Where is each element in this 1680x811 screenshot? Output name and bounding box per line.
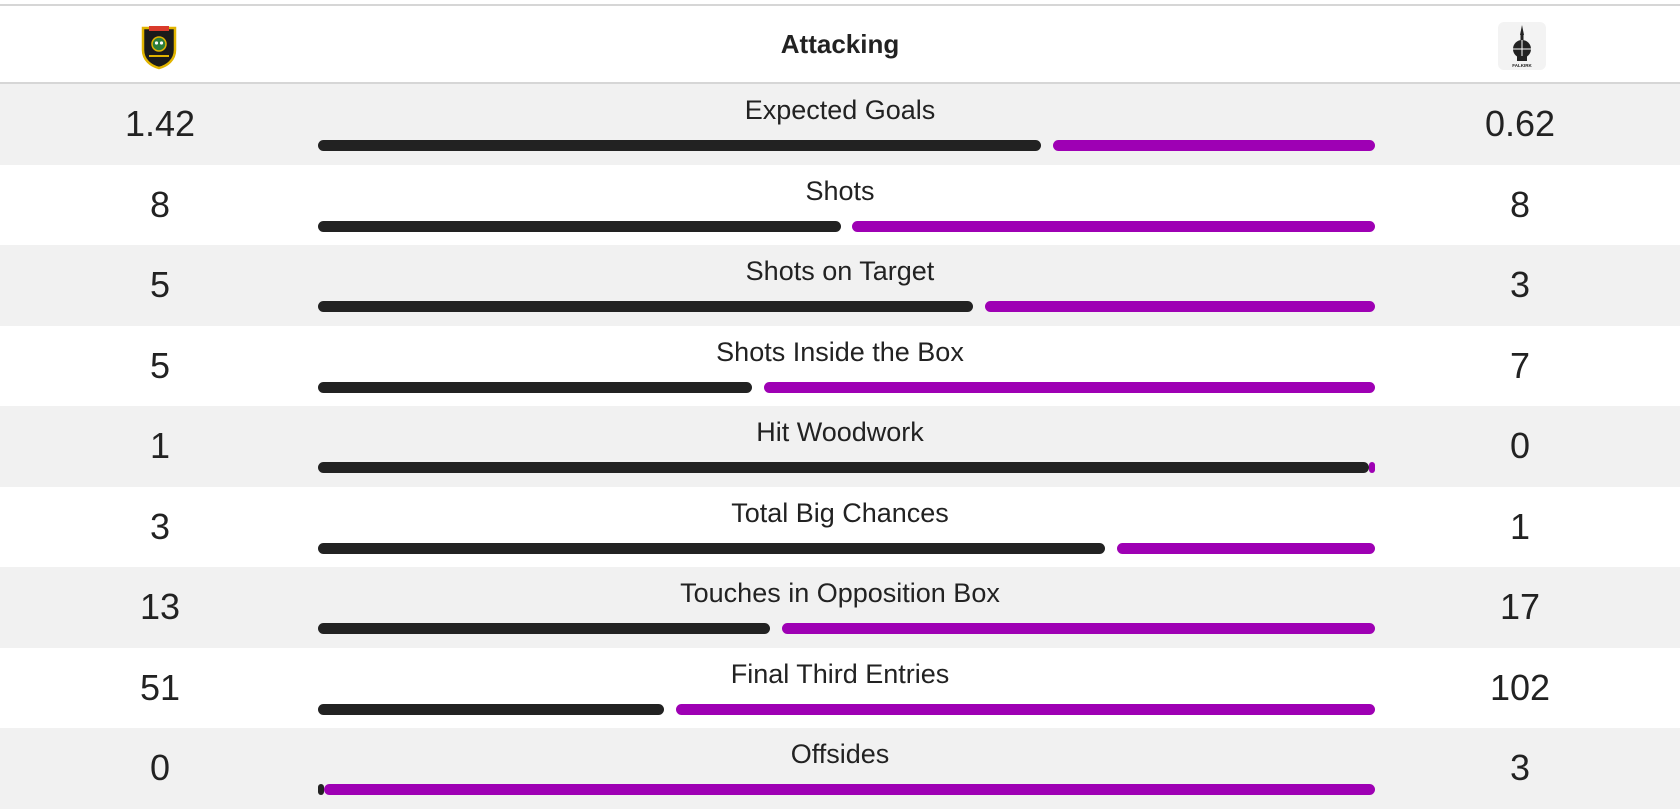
home-bar-segment xyxy=(318,301,973,312)
home-stat-value: 5 xyxy=(149,344,171,386)
stat-row: 0 Offsides 3 xyxy=(0,728,1680,809)
stat-row: 5 Shots Inside the Box 7 xyxy=(0,326,1680,407)
stat-label: Touches in Opposition Box xyxy=(680,578,1000,608)
stat-row: 8 Shots 8 xyxy=(0,165,1680,246)
home-stat-value: 1 xyxy=(149,425,171,466)
away-bar-segment xyxy=(852,220,1375,232)
comparison-bar xyxy=(318,703,1375,715)
stat-row: 1.42 Expected Goals 0.62 xyxy=(0,84,1680,165)
home-bar-segment xyxy=(318,542,1105,554)
home-club-crest-icon[interactable] xyxy=(135,22,183,70)
home-bar-segment xyxy=(318,220,841,232)
stat-row: 3 Total Big Chances 1 xyxy=(0,487,1680,568)
away-bar-segment xyxy=(324,784,1375,795)
stats-list: 1.42 Expected Goals 0.62 8 Shots 8 5 Shots on T… xyxy=(0,84,1680,809)
section-title: Attacking xyxy=(780,29,900,59)
stat-row: 1 Hit Woodwork 0 xyxy=(0,406,1680,487)
comparison-bar xyxy=(318,220,1375,232)
home-stat-value: 3 xyxy=(149,505,171,547)
stat-label: Total Big Chances xyxy=(731,497,949,528)
away-stat-value: 3 xyxy=(1509,747,1531,788)
away-stat-value: 0.62 xyxy=(1484,103,1556,144)
home-stat-value: 5 xyxy=(149,264,171,305)
home-bar-segment xyxy=(318,623,770,634)
stat-row: 13 Touches in Opposition Box 17 xyxy=(0,567,1680,648)
away-stat-value: 102 xyxy=(1489,666,1551,708)
away-bar-segment xyxy=(764,381,1375,393)
away-bar-segment xyxy=(985,301,1375,312)
home-bar-segment xyxy=(318,462,1369,473)
away-stat-value: 0 xyxy=(1509,425,1531,466)
home-stat-value: 8 xyxy=(149,183,171,225)
comparison-bar xyxy=(318,140,1375,151)
attacking-stats-panel: Attacking FALKIRK 1.42 Expected Goals 0.62… xyxy=(0,4,1680,809)
home-stat-value: 13 xyxy=(139,586,181,627)
away-stat-value: 3 xyxy=(1509,264,1531,305)
away-bar-segment xyxy=(1369,462,1375,473)
comparison-bar xyxy=(318,623,1375,634)
away-bar-segment xyxy=(782,623,1375,634)
stat-label: Shots xyxy=(805,175,875,206)
home-bar-segment xyxy=(318,784,324,795)
away-bar-segment xyxy=(1117,542,1375,554)
stat-row: 51 Final Third Entries 102 xyxy=(0,648,1680,729)
home-bar-segment xyxy=(318,381,752,393)
home-bar-segment xyxy=(318,703,664,715)
stat-label: Final Third Entries xyxy=(730,658,950,689)
away-stat-value: 17 xyxy=(1499,586,1541,627)
stat-label: Shots on Target xyxy=(745,256,935,286)
away-stat-value: 8 xyxy=(1509,183,1531,225)
comparison-bar xyxy=(318,301,1375,312)
away-bar-segment xyxy=(676,703,1375,715)
home-stat-value: 1.42 xyxy=(124,103,196,144)
falkirk-crest-icon[interactable]: FALKIRK xyxy=(1498,22,1546,70)
home-bar-segment xyxy=(318,140,1041,151)
comparison-bar xyxy=(318,784,1375,795)
stat-row: 5 Shots on Target 3 xyxy=(0,245,1680,326)
stat-label: Offsides xyxy=(790,739,890,769)
stats-header: Attacking FALKIRK xyxy=(0,6,1680,84)
away-bar-segment xyxy=(1053,140,1375,151)
stat-label: Expected Goals xyxy=(744,95,936,125)
stat-label: Hit Woodwork xyxy=(756,417,924,447)
comparison-bar xyxy=(318,381,1375,393)
away-stat-value: 7 xyxy=(1509,344,1531,386)
falkirk-crest-text: FALKIRK xyxy=(1512,63,1532,68)
home-stat-value: 0 xyxy=(149,747,171,788)
home-stat-value: 51 xyxy=(139,666,181,708)
comparison-bar xyxy=(318,542,1375,554)
away-stat-value: 1 xyxy=(1509,505,1531,547)
stat-label: Shots Inside the Box xyxy=(716,336,964,367)
comparison-bar xyxy=(318,462,1375,473)
